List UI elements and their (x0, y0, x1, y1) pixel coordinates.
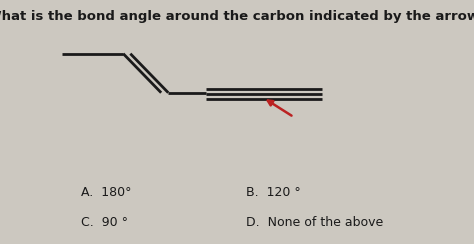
Text: What is the bond angle around the carbon indicated by the arrow?: What is the bond angle around the carbon… (0, 10, 474, 23)
Text: A.  180°: A. 180° (81, 186, 131, 199)
Text: D.  None of the above: D. None of the above (246, 215, 384, 229)
Text: C.  90 °: C. 90 ° (81, 215, 128, 229)
Text: B.  120 °: B. 120 ° (246, 186, 301, 199)
